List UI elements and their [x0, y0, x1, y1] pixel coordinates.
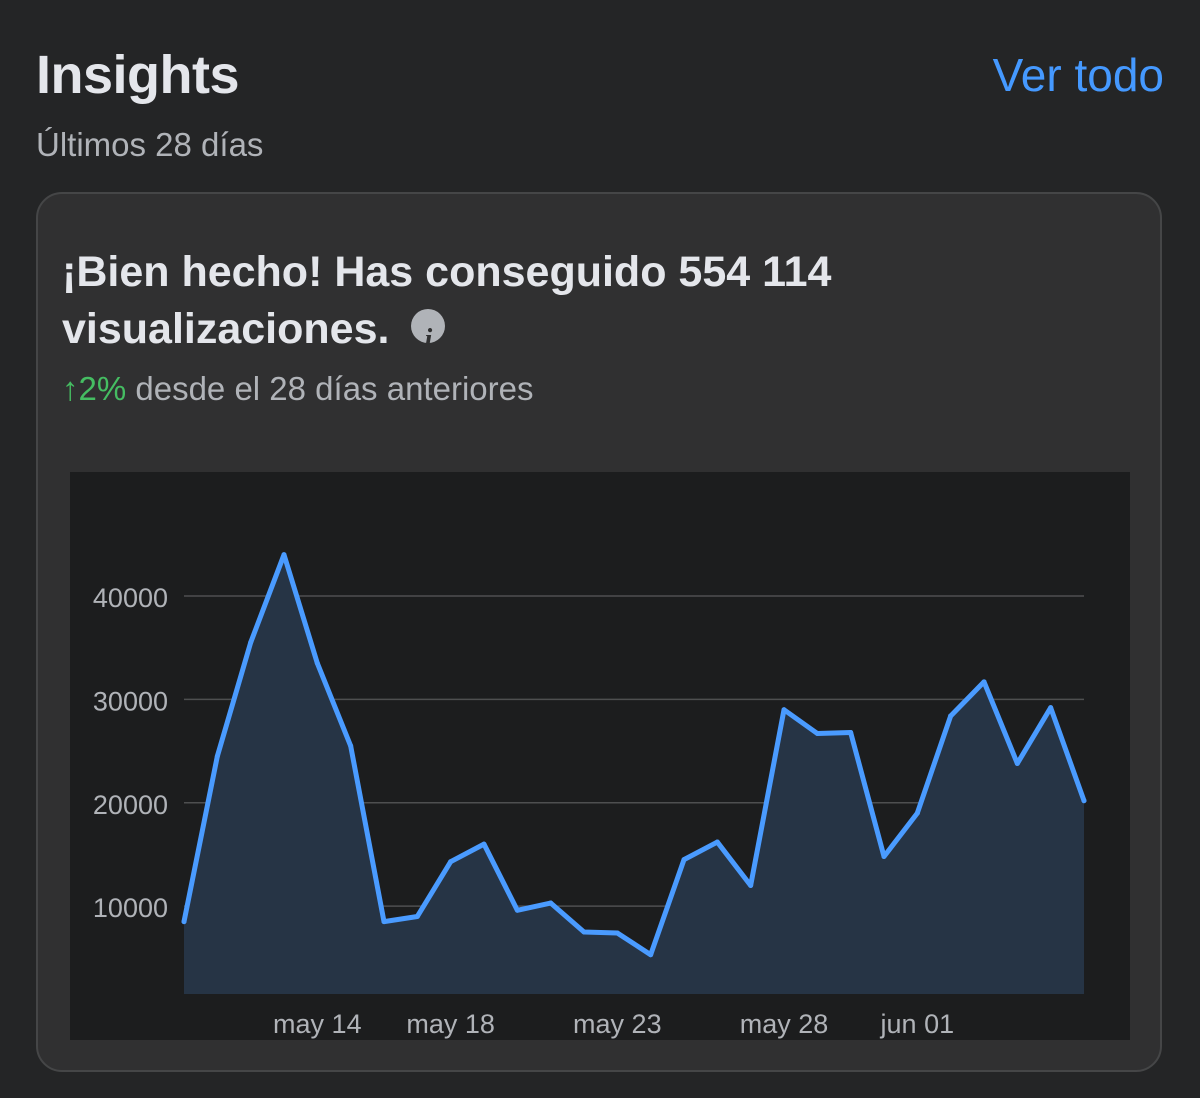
data-point: [648, 952, 654, 958]
area-fill: [184, 554, 1084, 994]
data-point: [981, 679, 987, 685]
views-chart-svg: 10000 20000 30000 40000 may 14 may 18 may 23 ma…: [93, 552, 1087, 1039]
data-point: [414, 913, 420, 919]
y-tick-label: 10000: [93, 893, 168, 923]
data-point: [748, 882, 754, 888]
insights-header: Insights Ver todo Últimos 28 días: [36, 40, 1164, 170]
data-point: [281, 552, 287, 558]
data-point: [181, 919, 187, 925]
y-tick-label: 20000: [93, 790, 168, 820]
views-chart: 10000 20000 30000 40000 may 14 may 18 may 23 ma…: [70, 472, 1130, 1040]
data-point: [881, 854, 887, 860]
data-point: [948, 713, 954, 719]
data-point: [781, 707, 787, 713]
section-title: Insights: [36, 45, 240, 105]
x-tick-label: may 14: [273, 1009, 362, 1039]
y-tick-label: 30000: [93, 686, 168, 716]
data-point: [581, 929, 587, 935]
date-range-label: Últimos 28 días: [36, 126, 264, 163]
see-all-link[interactable]: Ver todo: [992, 49, 1164, 101]
data-point: [248, 640, 254, 646]
data-point: [214, 753, 220, 759]
headline-line-1: ¡Bien hecho! Has conseguido 554 114: [62, 248, 832, 296]
series-line: [181, 552, 1087, 958]
data-point: [848, 729, 854, 735]
data-point: [1014, 760, 1020, 766]
data-point: [448, 859, 454, 865]
views-delta: ↑2% desde el 28 días anteriores: [62, 370, 533, 408]
data-point: [714, 839, 720, 845]
data-point: [348, 743, 354, 749]
data-point: [314, 660, 320, 666]
x-tick-label: may 23: [573, 1009, 662, 1039]
delta-percent: ↑2%: [62, 370, 127, 407]
delta-caption: desde el 28 días anteriores: [126, 370, 534, 407]
data-point: [1048, 705, 1054, 711]
data-point: [548, 900, 554, 906]
data-point: [481, 841, 487, 847]
x-tick-label: jun 01: [880, 1009, 955, 1039]
data-point: [1081, 798, 1087, 804]
x-tick-label: may 18: [406, 1009, 495, 1039]
insights-card: ¡Bien hecho! Has conseguido 554 114 visu…: [36, 192, 1162, 1072]
data-point: [914, 810, 920, 816]
headline-line-2: visualizaciones.: [62, 305, 390, 353]
y-tick-label: 40000: [93, 583, 168, 613]
data-point: [514, 907, 520, 913]
data-point: [814, 731, 820, 737]
data-point: [614, 930, 620, 936]
data-point: [681, 857, 687, 863]
views-headline: ¡Bien hecho! Has conseguido 554 114 visu…: [62, 244, 962, 358]
x-tick-label: may 28: [740, 1009, 829, 1039]
data-point: [381, 919, 387, 925]
info-icon[interactable]: i: [411, 308, 446, 355]
